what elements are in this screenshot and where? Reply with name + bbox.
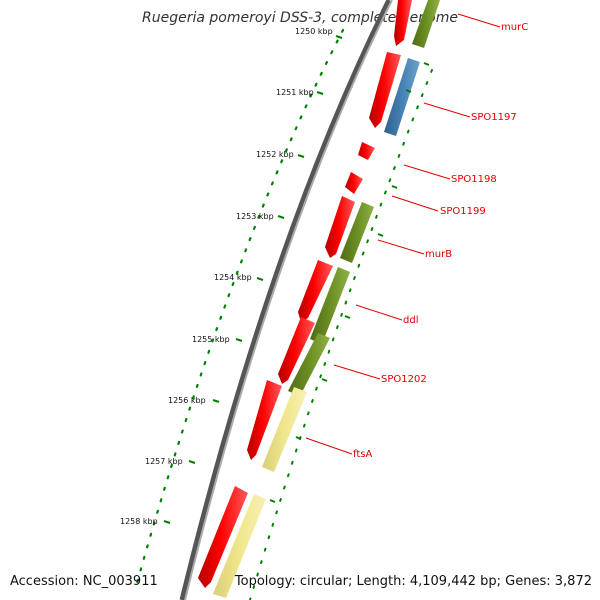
category-bar-SPO1202 (288, 333, 330, 396)
category-bar-ftsA (262, 387, 307, 472)
kbp-label: 1250 kbp (295, 27, 333, 36)
gene-label-ftsA[interactable]: ftsA (353, 449, 372, 460)
gene-cds-bottom[interactable] (198, 486, 248, 588)
kbp-label: 1252 kbp (256, 150, 294, 159)
kbp-label: 1256 kbp (168, 396, 206, 405)
inner-dotted-track (249, 69, 433, 600)
gene-SPO1198[interactable] (358, 142, 375, 160)
kbp-label: 1255 kbp (192, 335, 230, 344)
gene-label-SPO1202[interactable]: SPO1202 (381, 374, 427, 385)
cds-category-strand (213, 0, 440, 598)
gene-label-murC[interactable]: murC (501, 22, 528, 33)
kbp-label: 1257 kbp (145, 457, 183, 466)
kbp-label: 1251 kbp (276, 88, 314, 97)
category-bar-bottom (213, 494, 266, 598)
gene-murC[interactable] (394, 0, 412, 46)
kbp-label: 1258 kbp (120, 517, 158, 526)
gene-label-ddl[interactable]: ddl (403, 315, 418, 326)
genome-summary-text: Topology: circular; Length: 4,109,442 bp… (234, 574, 592, 589)
gene-leader-lines (305, 13, 501, 455)
category-bar-murB (340, 202, 374, 263)
genome-backbone-highlight (184, 0, 393, 600)
kbp-label: 1254 kbp (214, 273, 252, 282)
gene-SPO1199[interactable] (345, 172, 363, 194)
category-bar-murC (412, 0, 440, 48)
gene-ddl[interactable] (298, 260, 333, 322)
kbp-ruler (163, 35, 343, 524)
gene-murB[interactable] (325, 196, 355, 258)
gene-label-SPO1198[interactable]: SPO1198 (451, 174, 497, 185)
cds-forward-strand (198, 0, 412, 588)
kbp-label: 1253 kbp (236, 212, 274, 221)
gene-label-SPO1197[interactable]: SPO1197 (471, 112, 517, 123)
gene-SPO1202[interactable] (278, 317, 315, 384)
category-bar-SPO1197 (384, 58, 420, 136)
inner-tick-marks (269, 62, 430, 503)
dotted-ruler-track (133, 28, 345, 592)
genome-backbone (179, 0, 392, 600)
gene-SPO1197[interactable] (369, 52, 401, 128)
gene-ftsA[interactable] (247, 380, 282, 460)
category-bar-ddl (310, 267, 350, 344)
gene-label-SPO1199[interactable]: SPO1199 (440, 206, 486, 217)
accession-text: Accession: NC_003911 (10, 574, 158, 589)
gene-label-murB[interactable]: murB (425, 249, 452, 260)
